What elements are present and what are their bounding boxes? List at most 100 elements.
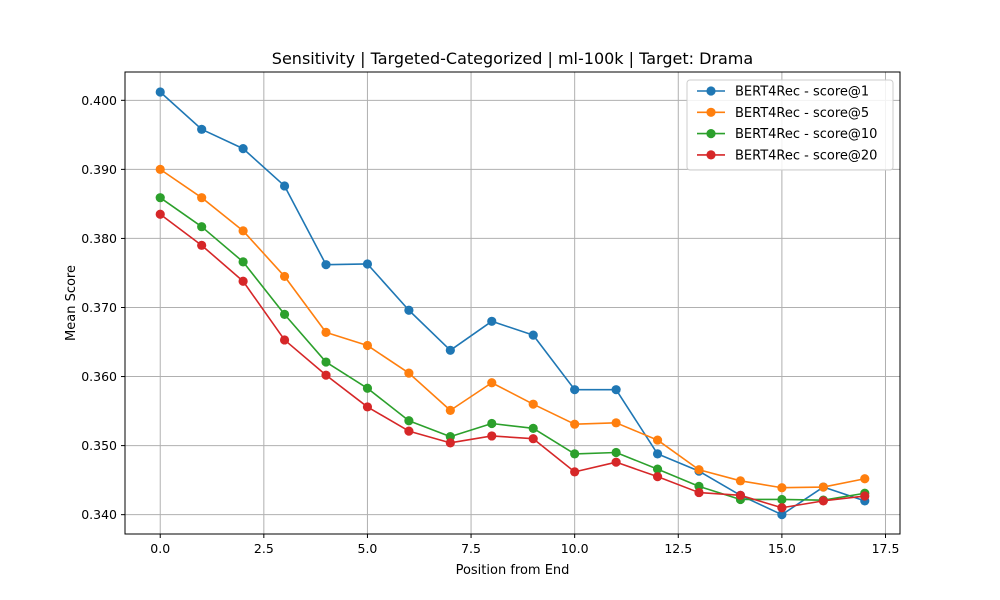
data-point xyxy=(694,487,704,498)
legend-item: BERT4Rec - score@20 xyxy=(697,148,877,163)
data-point xyxy=(197,222,207,232)
data-point xyxy=(445,438,455,448)
data-point xyxy=(197,193,207,203)
data-point xyxy=(238,257,248,267)
data-point xyxy=(487,431,497,441)
data-point xyxy=(735,490,746,500)
legend-marker xyxy=(706,150,716,160)
axis-ticks: 0.0 2.5 5.0 7.5 10.0 12.5 15.0 17.5 0.340 0.350 0.… xyxy=(81,93,899,556)
data-point xyxy=(321,370,331,380)
data-point xyxy=(404,426,414,436)
y-tick-label: 0.350 xyxy=(81,438,117,453)
x-tick-label: 2.5 xyxy=(254,541,274,556)
x-tick-label: 10.0 xyxy=(561,541,589,556)
legend-item: BERT4Rec - score@10 xyxy=(697,127,877,142)
data-point xyxy=(487,316,497,326)
legend-item: BERT4Rec - score@1 xyxy=(697,85,869,100)
plot-frame xyxy=(124,71,901,535)
data-point xyxy=(777,494,787,505)
x-tick-label: 12.5 xyxy=(664,541,692,556)
data-point xyxy=(652,449,663,459)
data-point xyxy=(155,193,165,203)
legend-box xyxy=(686,79,894,171)
y-axis-label: Mean Score xyxy=(64,265,79,341)
data-point xyxy=(528,399,538,409)
data-point xyxy=(445,345,455,355)
data-point xyxy=(652,464,663,474)
series-2 xyxy=(155,164,870,493)
data-point xyxy=(404,305,414,315)
data-point xyxy=(860,491,870,501)
y-tick-label: 0.360 xyxy=(81,369,117,384)
data-point xyxy=(818,482,828,492)
data-point xyxy=(777,503,787,513)
y-tick-label: 0.390 xyxy=(81,162,117,177)
y-tick-label: 0.340 xyxy=(81,507,117,522)
data-point xyxy=(321,357,331,367)
data-point xyxy=(321,327,331,337)
legend-label: BERT4Rec - score@10 xyxy=(735,127,877,142)
data-point xyxy=(735,476,746,486)
legend-marker xyxy=(706,129,716,139)
y-tick-label: 0.370 xyxy=(81,300,117,315)
series-group xyxy=(155,87,870,520)
series-line xyxy=(159,168,865,489)
data-point xyxy=(279,271,290,282)
data-point xyxy=(652,435,663,445)
x-tick-label: 17.5 xyxy=(872,541,900,556)
x-tick-label: 0.0 xyxy=(150,541,170,556)
data-point xyxy=(528,330,538,340)
data-point xyxy=(528,434,538,444)
data-point xyxy=(279,335,290,345)
data-point xyxy=(611,418,621,428)
data-point xyxy=(777,483,787,493)
y-tick-label: 0.400 xyxy=(81,93,117,108)
data-point xyxy=(197,240,207,250)
data-point xyxy=(321,260,331,270)
data-point xyxy=(860,474,870,484)
data-point xyxy=(238,226,248,236)
data-point xyxy=(155,87,165,97)
x-tick-label: 5.0 xyxy=(358,541,378,556)
data-point xyxy=(362,402,373,412)
x-tick-label: 15.0 xyxy=(768,541,796,556)
data-point xyxy=(570,385,580,395)
data-point xyxy=(362,340,373,351)
y-tick-label: 0.380 xyxy=(81,231,117,246)
legend-label: BERT4Rec - score@1 xyxy=(735,85,869,100)
data-point xyxy=(238,144,248,154)
series-line xyxy=(159,91,866,516)
data-point xyxy=(404,368,414,378)
series-4 xyxy=(155,209,870,513)
data-point xyxy=(528,423,538,433)
data-point xyxy=(362,259,373,269)
data-point xyxy=(570,419,580,429)
data-point xyxy=(279,181,290,191)
data-point xyxy=(487,378,497,388)
chart-title: Sensitivity | Targeted-Categorized | ml-… xyxy=(272,49,753,68)
data-point xyxy=(611,447,621,458)
x-axis-label: Position from End xyxy=(456,563,570,578)
data-point xyxy=(279,309,290,319)
data-point xyxy=(818,496,828,506)
data-point xyxy=(570,449,580,459)
data-point xyxy=(487,418,497,429)
legend-marker xyxy=(706,107,716,117)
data-point xyxy=(197,124,207,134)
data-point xyxy=(611,457,621,467)
data-point xyxy=(238,276,248,286)
legend-label: BERT4Rec - score@20 xyxy=(735,148,877,163)
legend-item: BERT4Rec - score@5 xyxy=(697,106,869,121)
data-point xyxy=(404,416,414,426)
data-point xyxy=(694,465,704,475)
data-point xyxy=(155,209,165,219)
data-point xyxy=(445,405,455,415)
series-line xyxy=(159,197,865,501)
x-tick-label: 7.5 xyxy=(461,541,481,556)
legend: BERT4Rec - score@1 BERT4Rec - score@5 BERT… xyxy=(686,79,894,171)
data-point xyxy=(652,472,663,482)
data-point xyxy=(611,385,621,395)
legend-marker xyxy=(706,86,716,96)
legend-label: BERT4Rec - score@5 xyxy=(735,106,869,121)
series-line xyxy=(159,213,865,509)
